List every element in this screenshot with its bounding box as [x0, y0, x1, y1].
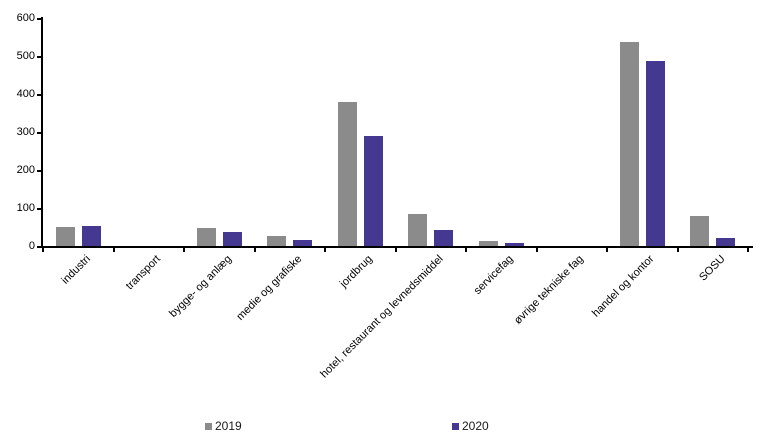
bar-2019-handel-og-kontor	[619, 42, 639, 246]
x-axis-category-label: SOSU	[696, 253, 728, 284]
bar-2020-jordbrug	[363, 136, 383, 246]
y-axis-tick-label: 200	[16, 164, 35, 176]
x-axis-tick	[324, 248, 326, 252]
y-axis-tick	[37, 207, 41, 210]
x-axis-tick	[42, 248, 44, 252]
bar-2020-medie-og-grafiske	[293, 240, 313, 246]
x-axis-category-label: øvrige tekniske fag	[512, 253, 587, 327]
y-axis-tick	[37, 55, 41, 58]
bar-2019-bygge-og-anl-g	[196, 228, 216, 246]
x-axis-tick	[747, 248, 749, 252]
x-axis-tick	[394, 248, 397, 252]
x-axis-tick	[606, 248, 608, 252]
bar-2019-medie-og-grafiske	[267, 236, 287, 246]
x-axis-category-label: medie og grafiske	[234, 253, 305, 323]
x-axis-tick	[253, 248, 256, 252]
x-axis-line	[41, 246, 753, 248]
bar-2020-hotel-restaurant-og-levnedsmiddel	[434, 230, 454, 246]
bar-2020-handel-og-kontor	[645, 61, 665, 246]
y-axis-tick	[37, 131, 41, 134]
bar-2019-hotel-restaurant-og-levnedsmiddel	[408, 214, 428, 246]
y-axis-tick	[37, 245, 41, 248]
legend-label-2019: 2019	[215, 419, 242, 433]
y-axis-tick	[37, 169, 41, 172]
x-axis-category-label: hotel, restaurant og levnedsmiddel	[317, 253, 446, 381]
bar-2019-industri	[55, 227, 75, 246]
legend-item-2019: 2019	[205, 419, 242, 433]
legend-item-2020: 2020	[452, 419, 489, 433]
x-axis-category-label: handel og kontor	[590, 253, 657, 320]
bar-2020-servicefag	[504, 243, 524, 246]
bar-2020-bygge-og-anl-g	[222, 232, 242, 246]
y-axis-line	[41, 17, 43, 248]
x-axis-category-label: bygge- og anlæg	[166, 253, 234, 320]
x-axis-category-label: jordbrug	[337, 253, 375, 291]
bar-2019-jordbrug	[337, 102, 357, 246]
x-axis-tick	[465, 248, 467, 252]
legend-swatch-2019	[205, 422, 212, 430]
y-axis-tick	[37, 93, 41, 96]
legend-swatch-2020	[452, 422, 459, 430]
x-axis-category-label: servicefag	[471, 253, 516, 297]
y-axis-tick-label: 300	[16, 126, 35, 138]
bar-2019-servicefag	[478, 241, 498, 246]
y-axis-tick-label: 500	[16, 50, 35, 62]
y-axis-tick	[37, 17, 41, 20]
bar-2020-sosu	[716, 238, 736, 246]
x-axis-category-label: transport	[124, 253, 164, 293]
y-axis-tick-label: 0	[28, 240, 35, 252]
bar-2020-industri	[81, 226, 101, 246]
y-axis-tick-label: 400	[16, 88, 35, 100]
y-axis-tick-label: 100	[16, 202, 35, 214]
x-axis-tick	[535, 248, 538, 252]
legend-label-2020: 2020	[462, 419, 489, 433]
x-axis-tick	[183, 248, 185, 252]
y-axis-tick-label: 600	[16, 12, 35, 24]
x-axis-category-label: industri	[59, 253, 93, 287]
x-axis-tick	[676, 248, 679, 252]
x-axis-tick	[112, 248, 115, 252]
bar-2019-sosu	[690, 216, 710, 246]
